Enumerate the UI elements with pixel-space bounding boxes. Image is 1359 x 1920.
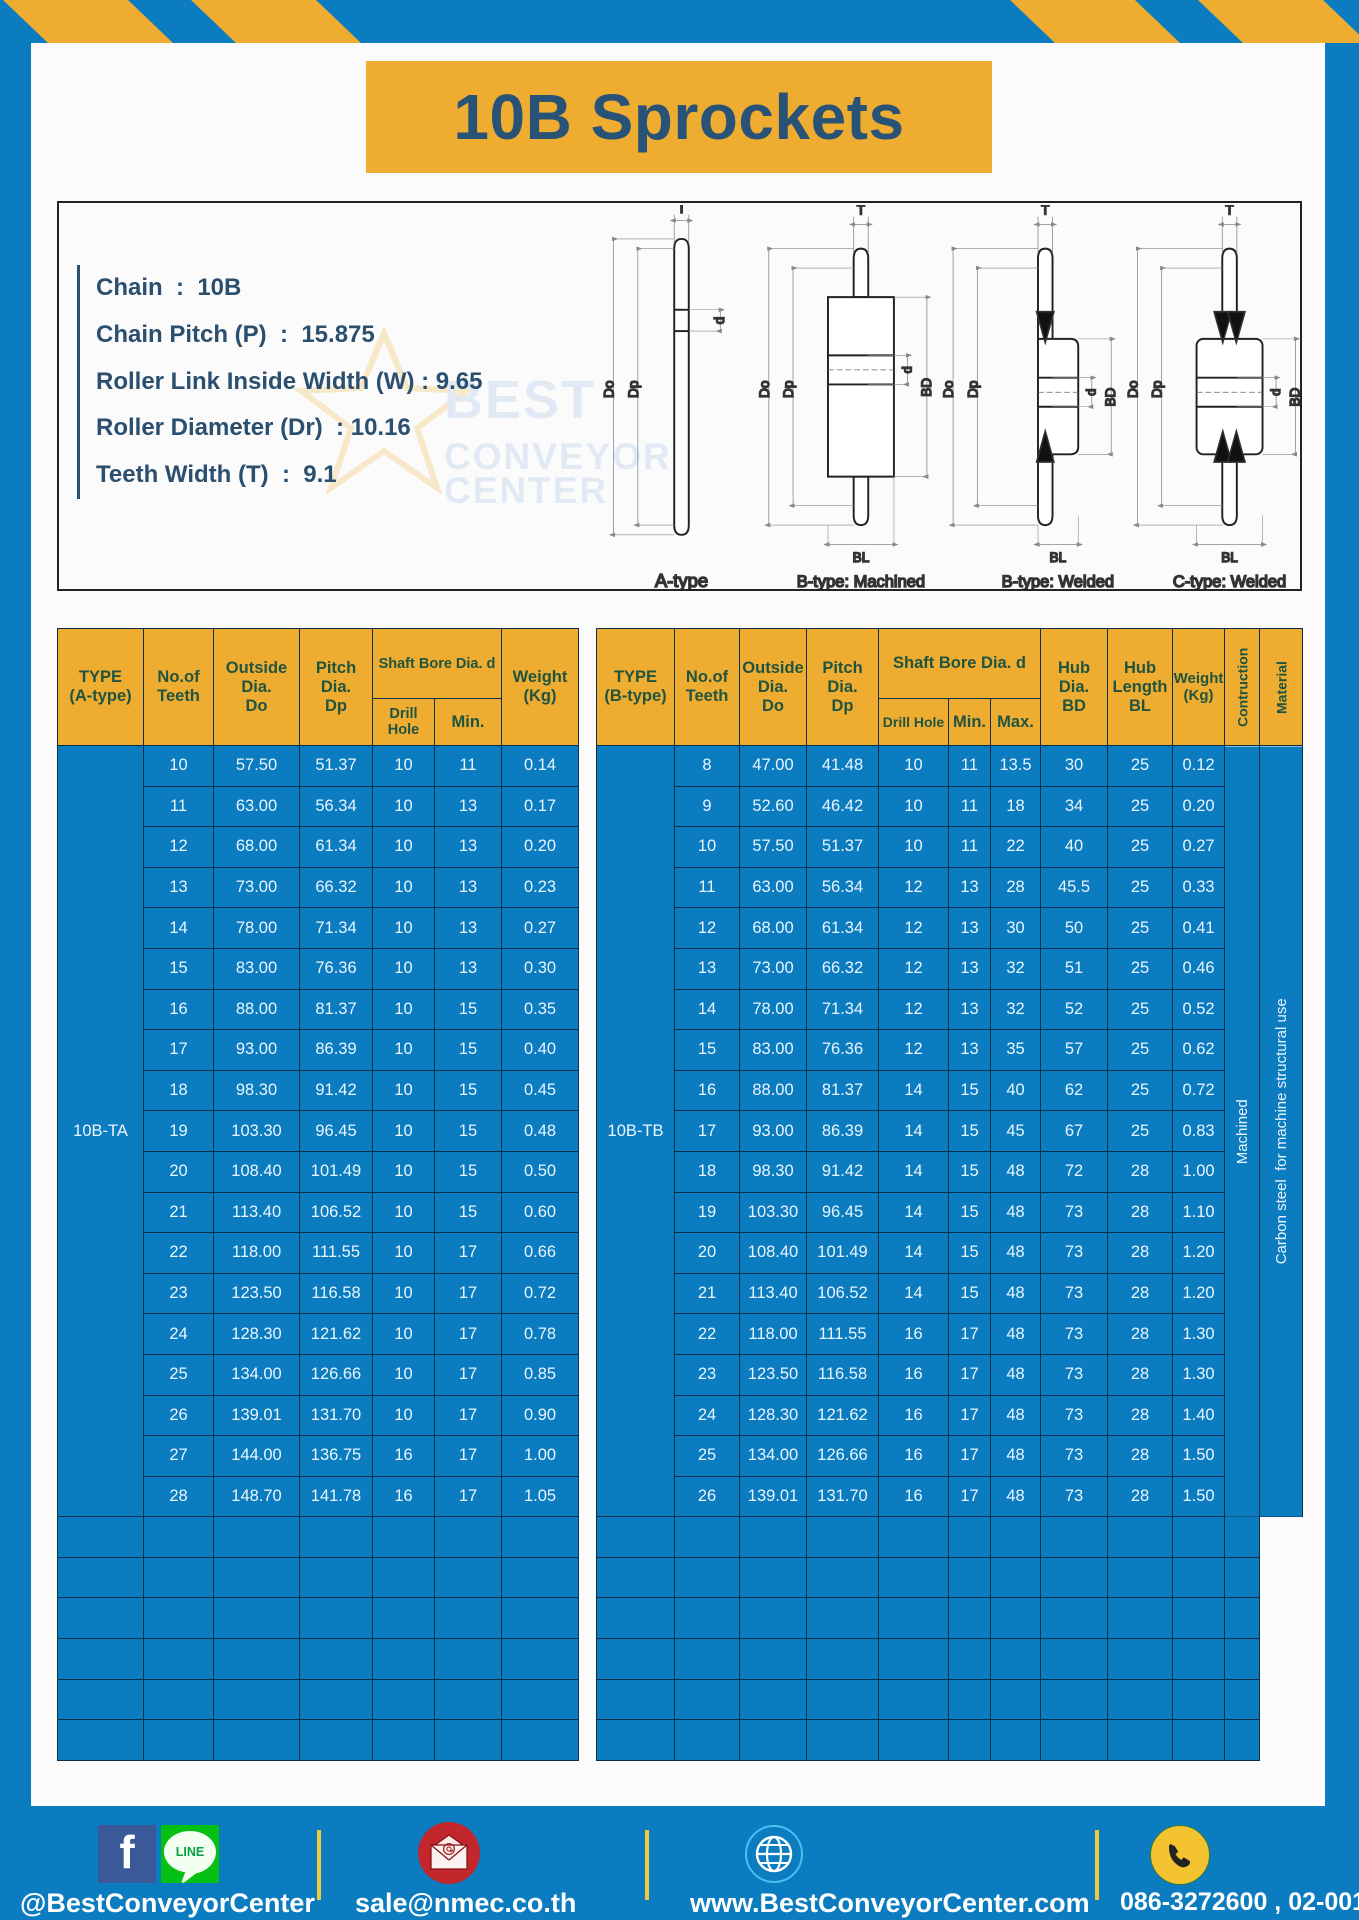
svg-text:d: d — [1269, 389, 1283, 396]
svg-text:BL: BL — [1050, 550, 1067, 565]
svg-text:Dp: Dp — [1150, 381, 1165, 398]
svg-text:BD: BD — [1103, 387, 1118, 406]
svg-text:Do: Do — [757, 381, 772, 398]
svg-text:Dp: Dp — [626, 381, 641, 398]
svg-text:B-type: Welded: B-type: Welded — [1002, 573, 1114, 591]
svg-text:Dp: Dp — [965, 381, 980, 398]
svg-text:Do: Do — [602, 381, 617, 398]
svg-text:LINE: LINE — [176, 1845, 204, 1859]
svg-text:C-type: Welded: C-type: Welded — [1173, 573, 1286, 591]
svg-text:T: T — [1041, 205, 1049, 218]
svg-text:BD: BD — [1287, 387, 1302, 406]
svg-text:BL: BL — [1221, 550, 1238, 565]
svg-text:T: T — [857, 205, 865, 218]
svg-text:Do: Do — [1125, 381, 1140, 398]
svg-text:BD: BD — [919, 378, 934, 397]
svg-text:Dp: Dp — [781, 381, 796, 398]
svg-text:BL: BL — [853, 550, 870, 565]
svg-text:A-type: A-type — [655, 570, 708, 591]
svg-text:Do: Do — [941, 381, 956, 398]
svg-text:d: d — [1085, 389, 1099, 396]
svg-text:d: d — [712, 317, 727, 325]
svg-text:T: T — [1225, 205, 1233, 218]
svg-text:d: d — [900, 366, 914, 373]
svg-text:B-type: Machined: B-type: Machined — [797, 573, 925, 591]
svg-text:T: T — [677, 205, 686, 217]
svg-text:f: f — [119, 1826, 135, 1878]
